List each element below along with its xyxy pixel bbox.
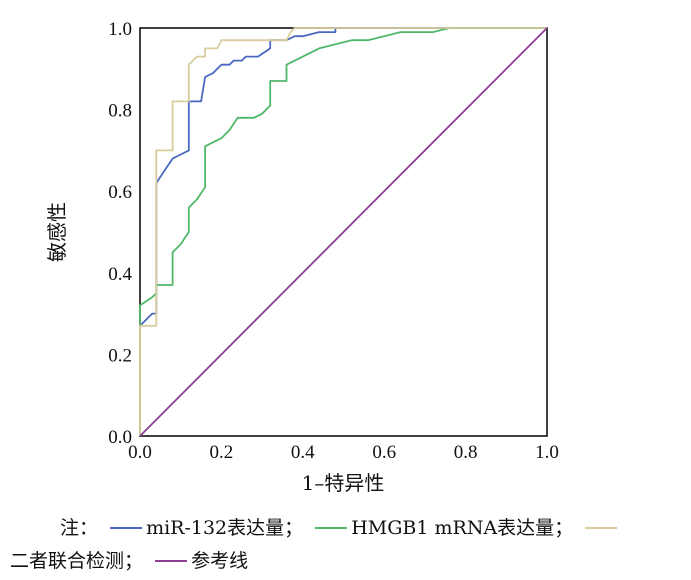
series-line-reference (139, 27, 548, 437)
legend-separator: ； (554, 517, 574, 539)
legend-prefix: 注： (60, 517, 99, 539)
x-tick-label: 0.6 (372, 442, 396, 463)
legend-label-combined: 二者联合检测 (10, 550, 125, 572)
legend: 注： miR-132表达量； HMGB1 mRNA表达量； 二者联合检测； 参考… (10, 512, 680, 578)
series-line-combined (139, 27, 547, 436)
y-tick-label: 1.0 (108, 19, 132, 40)
x-tick-label: 0.0 (128, 442, 152, 463)
legend-label-mir132: miR-132表达量 (146, 517, 285, 539)
roc-chart: 0.0 0.2 0.4 0.6 0.8 1.0 0.0 0.2 0.4 0.6 0.8 1.0 1–特… (45, 19, 559, 495)
series-line-HMGB1 (139, 27, 547, 436)
legend-swatch-mir132 (110, 526, 143, 529)
y-tick-label: 0.6 (108, 182, 132, 203)
x-tick-label: 1.0 (535, 442, 559, 463)
y-tick-label: 0.0 (108, 427, 132, 448)
legend-swatch-hmgb1 (315, 526, 348, 529)
series-line-miR-132 (139, 27, 547, 436)
series-lines (139, 27, 548, 437)
legend-swatch-combined (585, 526, 618, 529)
tick-labels: 0.0 0.2 0.4 0.6 0.8 1.0 0.0 0.2 0.4 0.6 0.8 1.0 (108, 19, 559, 463)
y-tick-label: 0.8 (108, 101, 132, 122)
x-axis-title: 1–特异性 (302, 471, 385, 495)
y-tick-label: 0.2 (108, 345, 132, 366)
legend-label-hmgb1: HMGB1 mRNA表达量 (351, 517, 555, 539)
y-tick-label: 0.4 (108, 264, 132, 285)
legend-label-reference: 参考线 (191, 550, 249, 572)
legend-separator: ； (124, 550, 144, 572)
x-tick-label: 0.8 (454, 442, 478, 463)
y-axis-title: 敏感性 (45, 202, 69, 262)
x-tick-label: 0.4 (291, 442, 315, 463)
legend-separator: ； (284, 517, 304, 539)
legend-swatch-reference (155, 559, 188, 562)
x-tick-label: 0.2 (210, 442, 234, 463)
